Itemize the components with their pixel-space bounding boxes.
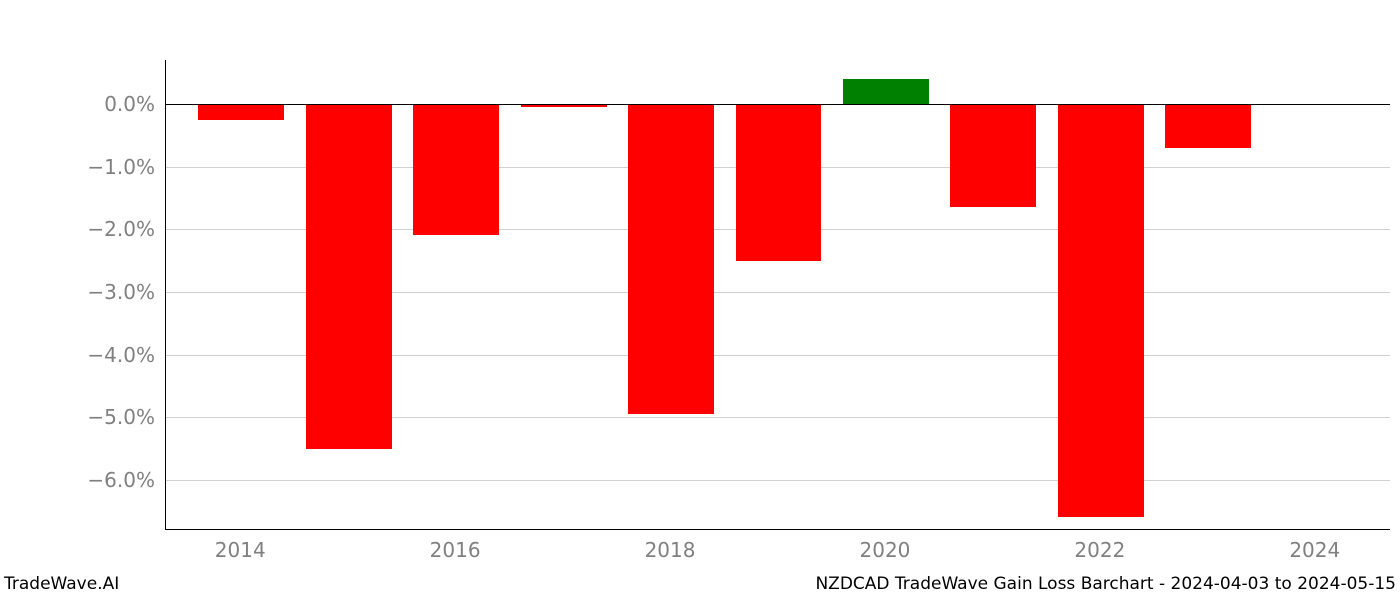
bar bbox=[306, 104, 392, 449]
bar bbox=[950, 104, 1036, 207]
plot-area bbox=[165, 60, 1390, 530]
xtick-label: 2024 bbox=[1289, 538, 1340, 562]
ytick-label: −5.0% bbox=[87, 405, 155, 429]
figure: −6.0% −5.0% −4.0% −3.0% −2.0% −1.0% 0.0% 2014 2… bbox=[0, 0, 1400, 600]
xtick-label: 2020 bbox=[860, 538, 911, 562]
ytick-label: −2.0% bbox=[87, 217, 155, 241]
bar bbox=[413, 104, 499, 236]
ytick-label: −1.0% bbox=[87, 155, 155, 179]
bar bbox=[736, 104, 822, 261]
bar bbox=[1165, 104, 1251, 148]
chart-title-caption: NZDCAD TradeWave Gain Loss Barchart - 20… bbox=[815, 574, 1396, 594]
gridline bbox=[166, 480, 1390, 481]
bar bbox=[1058, 104, 1144, 518]
xtick-label: 2014 bbox=[215, 538, 266, 562]
ytick-label: −3.0% bbox=[87, 280, 155, 304]
ytick-label: 0.0% bbox=[104, 92, 155, 116]
ytick-label: −6.0% bbox=[87, 468, 155, 492]
xtick-label: 2016 bbox=[430, 538, 481, 562]
zero-axis-line bbox=[166, 104, 1390, 105]
brand-watermark: TradeWave.AI bbox=[4, 574, 119, 594]
bar bbox=[198, 104, 284, 120]
ytick-label: −4.0% bbox=[87, 343, 155, 367]
xtick-label: 2022 bbox=[1074, 538, 1125, 562]
xtick-label: 2018 bbox=[645, 538, 696, 562]
bar bbox=[843, 79, 929, 104]
bar bbox=[628, 104, 714, 414]
